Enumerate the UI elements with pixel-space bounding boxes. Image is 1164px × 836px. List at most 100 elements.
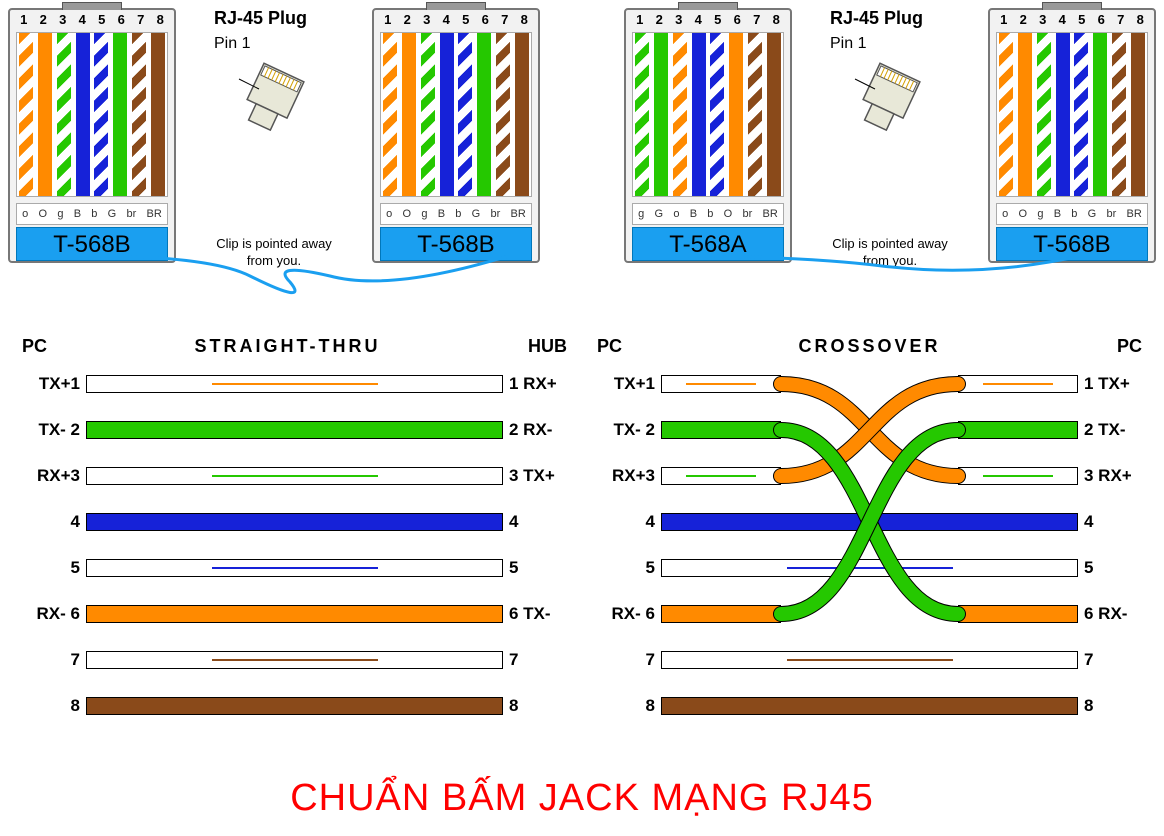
wire-bar (661, 559, 1078, 577)
pin-label-left: TX- 2 (597, 420, 661, 440)
wire-stub-left (661, 421, 781, 439)
color-code: o (673, 208, 679, 220)
wire-bar (661, 651, 1078, 669)
pin-label-left: 5 (22, 558, 86, 578)
pin-number: 8 (1137, 12, 1144, 27)
wire (113, 33, 127, 196)
pin-number: 2 (40, 12, 47, 27)
wire (767, 33, 781, 196)
pin-number: 8 (521, 12, 528, 27)
wire-bar (86, 559, 503, 577)
pin-label-left: 4 (597, 512, 661, 532)
color-code: BR (147, 208, 162, 220)
color-code: G (655, 208, 664, 220)
color-code: b (455, 208, 461, 220)
pin-number: 1 (636, 12, 643, 27)
color-code: br (1106, 208, 1116, 220)
pin-label-left: 7 (597, 650, 661, 670)
color-code: G (472, 208, 481, 220)
wire-row: TX- 22 TX- (597, 411, 1142, 449)
wire (692, 33, 706, 196)
color-code: BR (763, 208, 778, 220)
pin-label-right: 6 RX- (1078, 604, 1142, 624)
wire-stub-right (958, 467, 1078, 485)
left-device: PC (597, 336, 622, 357)
wire-row: 55 (597, 549, 1142, 587)
pin-number: 2 (404, 12, 411, 27)
plug-title: RJ-45 Plug (830, 8, 950, 29)
pin-number: 5 (98, 12, 105, 27)
pin-number: 5 (1078, 12, 1085, 27)
wire (1037, 33, 1051, 196)
wires (16, 32, 168, 197)
pin-numbers: 12345678 (378, 12, 534, 27)
pin-label-right: 8 (503, 696, 567, 716)
pin-label-left: RX- 6 (597, 604, 661, 624)
pin-number: 7 (1117, 12, 1124, 27)
pin-number: 8 (773, 12, 780, 27)
wires (632, 32, 784, 197)
color-code: g (421, 208, 427, 220)
pin-number: 6 (482, 12, 489, 27)
wires (380, 32, 532, 197)
clip-tab (426, 2, 486, 10)
clip-tab (678, 2, 738, 10)
color-codes: gGoBbObrBR (632, 203, 784, 225)
pin-number: 4 (1059, 12, 1066, 27)
wire-row: RX- 6 6 TX- (22, 595, 567, 633)
pin-label-right: 4 (503, 512, 567, 532)
wire (458, 33, 472, 196)
pin-label-left: RX- 6 (22, 604, 86, 624)
color-code: B (438, 208, 445, 220)
color-code: g (1037, 208, 1043, 220)
pin-label-left: RX+3 (22, 466, 86, 486)
wire (654, 33, 668, 196)
pin-label-right: 5 (503, 558, 567, 578)
wire (151, 33, 165, 196)
wire (710, 33, 724, 196)
pin-label-left: TX+1 (597, 374, 661, 394)
wire-stub-right (958, 375, 1078, 393)
wiring-title: STRAIGHT-THRU (195, 336, 381, 357)
wire (477, 33, 491, 196)
wire-stub-left (661, 605, 781, 623)
pin-label-right: 6 TX- (503, 604, 567, 624)
pin-number: 8 (157, 12, 164, 27)
pin-number: 2 (656, 12, 663, 27)
rj45-connector: 12345678 gGoBbObrBR T-568A (624, 8, 792, 263)
left-device: PC (22, 336, 47, 357)
wire (421, 33, 435, 196)
pin-label-left: 5 (597, 558, 661, 578)
wire-bar (86, 513, 503, 531)
pin-number: 7 (501, 12, 508, 27)
pin-number: 3 (59, 12, 66, 27)
wire-row: RX+33 TX+ (22, 457, 567, 495)
color-code: b (1071, 208, 1077, 220)
wire-row: 88 (597, 687, 1142, 725)
pin-number: 7 (753, 12, 760, 27)
wire-row: TX+11 TX+ (597, 365, 1142, 403)
wire-bar (86, 467, 503, 485)
plug-3d-icon (214, 61, 334, 146)
wiring-title: CROSSOVER (798, 336, 940, 357)
color-code: B (74, 208, 81, 220)
color-code: br (490, 208, 500, 220)
pin-label-left: TX- 2 (22, 420, 86, 440)
pin-number: 4 (79, 12, 86, 27)
color-code: o (386, 208, 392, 220)
color-code: br (742, 208, 752, 220)
wire (1074, 33, 1088, 196)
wiring-rows: TX+11 RX+TX- 22 RX-RX+33 TX+4455RX- 66 T… (22, 365, 567, 725)
wires (996, 32, 1148, 197)
pin-label-right: 2 RX- (503, 420, 567, 440)
pin-label-right: 7 (1078, 650, 1142, 670)
wire (999, 33, 1013, 196)
wire (94, 33, 108, 196)
cable-loop-left (90, 252, 508, 300)
pin-label-right: 5 (1078, 558, 1142, 578)
rj45-connector: 12345678 oOgBbGbrBR T-568B (372, 8, 540, 263)
wire-stub-left (661, 375, 781, 393)
pin-label-left: 8 (22, 696, 86, 716)
pin-number: 4 (695, 12, 702, 27)
pin-number: 1 (20, 12, 27, 27)
